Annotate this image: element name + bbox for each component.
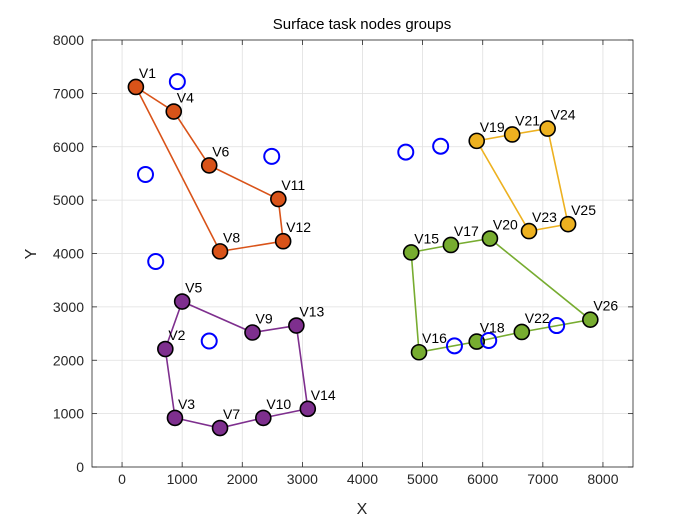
node-label-v15: V15	[414, 230, 439, 246]
node-marker-v10	[255, 409, 272, 427]
node-marker-v12	[274, 232, 292, 250]
node-label-v7: V7	[223, 406, 240, 422]
y-tick-label: 0	[76, 459, 84, 475]
node-label-v8: V8	[223, 229, 240, 245]
node-marker-v23	[520, 222, 538, 240]
node-label-v18: V18	[480, 320, 505, 336]
node-label-v2: V2	[168, 327, 185, 343]
open-circle-marker	[432, 137, 450, 155]
node-label-v1: V1	[139, 65, 156, 81]
node-label-v12: V12	[286, 219, 311, 235]
node-marker-v16	[410, 343, 428, 361]
x-tick-label: 5000	[407, 471, 438, 487]
node-marker-v20	[481, 230, 499, 247]
node-marker-v11	[270, 190, 287, 208]
open-circle-marker	[397, 143, 415, 161]
open-circle-marker	[480, 332, 498, 350]
node-label-v10: V10	[266, 396, 291, 412]
node-label-v16: V16	[422, 330, 447, 346]
node-label-v3: V3	[178, 396, 195, 412]
y-axis-label: Y	[23, 248, 40, 259]
x-tick-label: 8000	[587, 471, 618, 487]
y-tick-label: 3000	[53, 299, 84, 315]
chart-title: Surface task nodes groups	[273, 16, 451, 33]
x-tick-label: 7000	[527, 471, 558, 487]
node-marker-v15	[402, 244, 420, 261]
y-tick-label: 5000	[53, 192, 84, 208]
node-label-v23: V23	[532, 209, 557, 225]
y-tick-label: 8000	[53, 32, 84, 48]
x-tick-label: 2000	[227, 471, 258, 487]
open-circle-marker	[168, 73, 186, 91]
node-marker-v6	[200, 157, 218, 174]
ticks: 0 1000 2000 3000 4000 5000 6000 7000 8000 0 1000 20…	[53, 32, 633, 487]
node-label-v14: V14	[311, 387, 336, 403]
node-label-v22: V22	[525, 310, 550, 326]
x-tick-label: 6000	[467, 471, 498, 487]
node-label-v26: V26	[593, 298, 618, 314]
grid	[92, 39, 633, 468]
node-marker-v18	[468, 333, 486, 350]
node-label-v4: V4	[177, 90, 194, 106]
node-marker-v2	[157, 340, 174, 358]
node-label-v21: V21	[515, 112, 540, 128]
x-tick-label: 0	[118, 471, 126, 487]
node-label-v19: V19	[480, 119, 505, 135]
y-tick-label: 6000	[53, 139, 84, 155]
x-tick-label: 3000	[287, 471, 318, 487]
node-marker-v19	[468, 132, 486, 150]
node-marker-v13	[288, 317, 305, 334]
node-label-v9: V9	[255, 310, 272, 326]
node-marker-v1	[127, 78, 145, 96]
node-marker-v5	[173, 293, 191, 310]
y-tick-label: 1000	[53, 406, 84, 422]
node-label-v24: V24	[551, 107, 576, 123]
x-tick-label: 1000	[167, 471, 198, 487]
open-circle-marker	[200, 332, 218, 350]
open-circle-marker	[548, 317, 566, 335]
node-label-v11: V11	[281, 177, 305, 193]
x-tick-label: 4000	[347, 471, 378, 487]
node-marker-v4	[165, 103, 183, 120]
y-tick-label: 4000	[53, 246, 84, 262]
node-marker-v25	[559, 215, 577, 233]
marker-layer	[127, 73, 599, 437]
open-circle-marker	[147, 253, 165, 271]
open-circle-marker	[445, 337, 463, 355]
plot-area: V1 V4 V6 V11 V12 V8 V19 V21 V24 V25 V23 V5 V9 V13 V14 V…	[53, 32, 634, 487]
node-label-v17: V17	[454, 223, 479, 239]
node-marker-v14	[299, 400, 317, 418]
y-tick-label: 7000	[53, 85, 84, 101]
node-marker-v22	[513, 323, 531, 341]
node-label-v20: V20	[493, 217, 518, 233]
point-labels: V1 V4 V6 V11 V12 V8 V19 V21 V24 V25 V23 V5 V9 V13 V14 V…	[139, 65, 619, 422]
node-marker-v24	[539, 120, 556, 137]
node-label-v13: V13	[299, 304, 324, 320]
node-marker-v26	[582, 311, 599, 328]
node-marker-v21	[503, 126, 521, 143]
node-marker-v8	[211, 243, 229, 260]
node-marker-v3	[166, 409, 184, 427]
node-label-v6: V6	[212, 143, 229, 159]
open-circle-marker	[263, 147, 281, 165]
node-marker-v9	[244, 324, 261, 341]
node-label-v5: V5	[185, 280, 202, 296]
open-circle-marker	[136, 166, 154, 184]
y-tick-label: 2000	[53, 352, 84, 368]
node-marker-v7	[211, 419, 229, 437]
node-marker-v17	[442, 236, 460, 254]
x-axis-label: X	[357, 501, 368, 518]
node-label-v25: V25	[571, 202, 596, 218]
